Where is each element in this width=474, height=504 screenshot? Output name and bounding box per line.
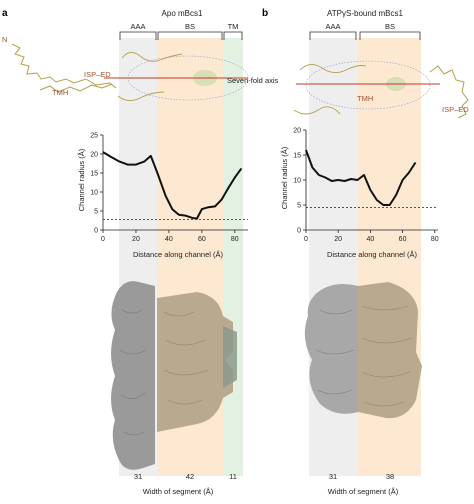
- panel-b-chart-radius-line: [305, 149, 417, 206]
- panel-a: a Apo mBcs1 AAA BS TM N ISP–ED TMH Seven…: [2, 8, 279, 496]
- panel-a-chart-ytick-label: 0: [94, 228, 98, 235]
- panel-a-chart-ytick-label: 5: [94, 209, 98, 216]
- panel-b-letter: b: [262, 8, 268, 19]
- panel-b-bs-label: BS: [385, 22, 395, 31]
- panel-b-density-map: [304, 282, 422, 419]
- panel-a-tmh-label: TMH: [52, 88, 68, 97]
- panel-a-aaa-density: [111, 281, 155, 470]
- panel-a-bs-density: [157, 292, 233, 432]
- panel-a-chart-ytick-label: 25: [90, 133, 98, 140]
- panel-b-bs-bracket: [359, 31, 421, 40]
- panel-a-chart-xtick-label: 80: [231, 236, 239, 243]
- panel-a-tm-width: 11: [229, 472, 237, 481]
- panel-a-tm-band: [223, 38, 243, 476]
- panel-a-title: Apo mBcs1: [162, 9, 203, 18]
- panel-a-ylabel: Channel radius (Å): [77, 148, 86, 211]
- panel-a-radius-chart: Channel radius (Å) Distance along channe…: [77, 133, 248, 259]
- panel-b-ylabel: Channel radius (Å): [280, 146, 289, 209]
- panel-b-channel-surface: [305, 60, 431, 110]
- panel-a-chart-ytick-label: 15: [90, 171, 98, 178]
- panel-b-chart-xtick-label: 20: [334, 236, 342, 243]
- panel-b-aaa-label: AAA: [325, 22, 340, 31]
- panel-a-axis-label: Seven-fold axis: [227, 76, 279, 85]
- panel-a-tmh-strand: [39, 83, 113, 93]
- panel-b-structure-model: [293, 60, 469, 119]
- panel-a-chart-xtick-label: 40: [165, 236, 173, 243]
- panel-a-xlabel: Distance along channel (Å): [133, 250, 224, 259]
- panel-b-bs-density: [358, 282, 422, 419]
- panel-a-chart-xtick-label: 60: [198, 236, 206, 243]
- panel-a-chart-ytick-label: 20: [90, 152, 98, 159]
- panel-b-bs-width: 38: [386, 472, 394, 481]
- panel-b-aaa-width: 31: [329, 472, 337, 481]
- panel-a-aaa-width: 31: [134, 472, 142, 481]
- panel-b-chart-ytick-label: 10: [293, 178, 301, 185]
- panel-b-chart-xtick-label: 0: [304, 236, 308, 243]
- panel-b-isp-ed-label: ISP–ED: [442, 105, 469, 114]
- panel-a-bs-bracket: [157, 31, 223, 40]
- panel-b-chart-ytick-label: 0: [297, 228, 301, 235]
- panel-a-n-label: N: [2, 35, 7, 44]
- panel-a-width-label: Width of segment (Å): [143, 487, 214, 496]
- panel-a-letter: a: [2, 8, 8, 19]
- panel-b-chart-ytick-label: 5: [297, 203, 301, 210]
- panel-a-isp-ed-label: ISP–ED: [84, 70, 111, 79]
- panel-a-tm-density: [223, 326, 237, 388]
- panel-b-aaa-bracket: [309, 31, 357, 40]
- panel-a-aaa-label: AAA: [130, 22, 145, 31]
- panel-b-chart-ytick-label: 15: [293, 153, 301, 160]
- panel-b-title: ATPγS-bound mBcs1: [327, 9, 403, 18]
- panel-a-tm-label: TM: [228, 22, 239, 31]
- panel-b-width-label: Width of segment (Å): [328, 487, 399, 496]
- panel-b-aaa-density: [304, 284, 358, 414]
- panel-a-aaa-bracket: [119, 31, 157, 40]
- panel-a-chart-xtick-label: 0: [101, 236, 105, 243]
- panel-b-xlabel: Distance along channel (Å): [327, 250, 418, 259]
- panel-b-isp-ed-strand: [429, 65, 469, 119]
- panel-b-chart-xtick-label: 40: [366, 236, 374, 243]
- panel-a-density-map: [111, 281, 237, 470]
- panel-a-chart-xtick-label: 20: [132, 236, 140, 243]
- panel-b-chart-ytick-label: 20: [293, 128, 301, 135]
- panel-a-chart-radius-line: [102, 151, 243, 220]
- panel-a-tm-bracket: [223, 31, 243, 40]
- panel-a-bs-width: 42: [186, 472, 194, 481]
- panel-b: b ATPγS-bound mBcs1 AAA BS TMH ISP–ED Ch…: [262, 8, 469, 496]
- panel-a-bs-label: BS: [185, 22, 195, 31]
- panel-b-chart-xtick-label: 80: [431, 236, 439, 243]
- panel-a-n-terminal-strand: [11, 43, 117, 89]
- panel-b-tmh-label: TMH: [357, 94, 373, 103]
- panel-a-chart-ytick-label: 10: [90, 190, 98, 197]
- panel-b-radius-chart: Channel radius (Å) Distance along channe…: [280, 128, 439, 260]
- panel-b-chart-xtick-label: 60: [399, 236, 407, 243]
